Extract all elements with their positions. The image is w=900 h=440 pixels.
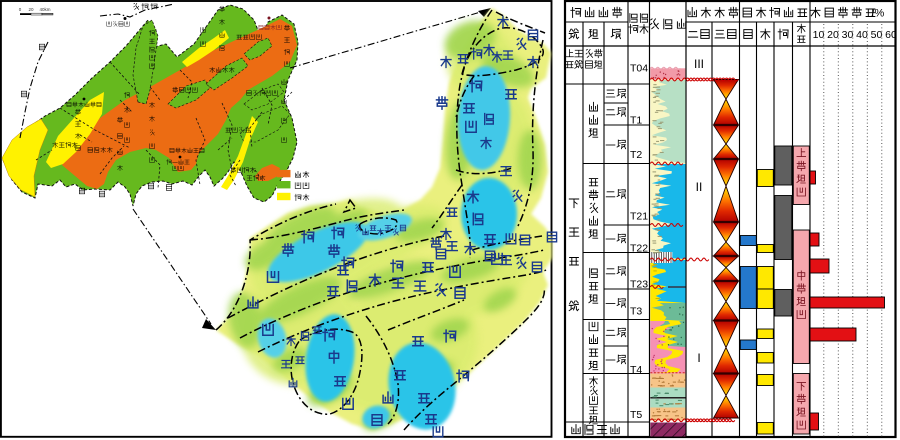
svg-text:T22: T22 — [630, 243, 648, 255]
svg-text:T3: T3 — [630, 306, 642, 318]
svg-text:T21: T21 — [630, 211, 648, 223]
svg-text:T2: T2 — [630, 149, 642, 161]
svg-text:60: 60 — [885, 29, 897, 41]
svg-text:20: 20 — [827, 29, 839, 41]
svg-text:T1: T1 — [630, 115, 642, 127]
svg-text:40: 40 — [856, 29, 868, 41]
svg-text:I: I — [697, 351, 700, 365]
svg-text:III: III — [694, 57, 704, 71]
svg-text:50: 50 — [871, 29, 883, 41]
svg-text:30: 30 — [842, 29, 854, 41]
svg-text:T4: T4 — [630, 364, 642, 376]
svg-text:T23: T23 — [630, 279, 648, 291]
svg-text:II: II — [696, 180, 703, 194]
svg-text:20: 20 — [28, 7, 34, 12]
svg-text:/%: /% — [872, 8, 885, 20]
svg-text:T04: T04 — [630, 63, 648, 75]
svg-text:40km: 40km — [39, 7, 50, 12]
svg-text:0: 0 — [19, 7, 22, 12]
svg-text:10: 10 — [813, 29, 825, 41]
svg-text:T5: T5 — [630, 409, 642, 421]
